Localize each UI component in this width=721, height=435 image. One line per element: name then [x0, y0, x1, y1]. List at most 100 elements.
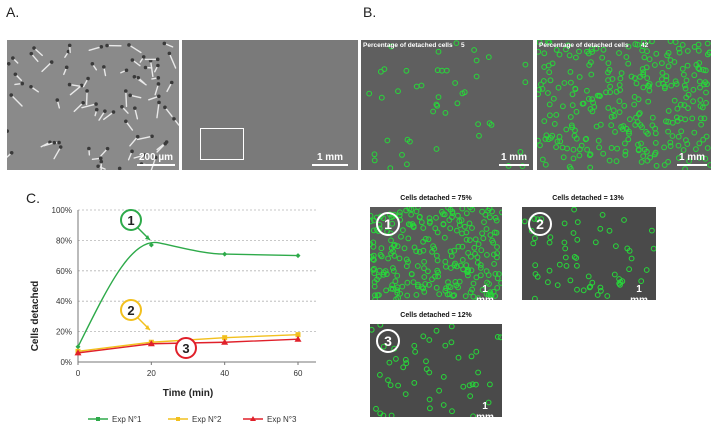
cell-marker: [493, 217, 500, 224]
cell-marker: [394, 272, 401, 279]
cell-marker: [492, 214, 499, 221]
cell-marker: [665, 118, 672, 125]
cell-marker: [483, 226, 490, 232]
cell-marker: [445, 279, 451, 285]
cell-marker: [704, 145, 711, 151]
cell-marker: [617, 281, 623, 288]
cell-marker: [691, 72, 698, 79]
data-point: [222, 335, 228, 341]
cell-nucleus: [153, 155, 158, 160]
cell-marker: [387, 382, 394, 389]
cell-marker: [425, 236, 432, 243]
cell-marker: [696, 140, 703, 147]
cell-marker: [593, 123, 600, 130]
cell-marker: [559, 144, 566, 151]
cell-marker: [475, 241, 482, 247]
cell-marker: [587, 151, 594, 158]
cell-marker: [433, 101, 440, 108]
cell-marker: [606, 66, 613, 73]
cell-marker: [402, 391, 409, 397]
legend-marker: [96, 417, 100, 421]
cell-marker: [479, 208, 485, 215]
micrograph-d1: 1 1 mm: [370, 207, 502, 300]
caption-3: Cells detached = 12%: [400, 312, 472, 319]
cell-marker: [452, 80, 458, 86]
cell-marker: [420, 247, 427, 254]
cell-marker: [433, 146, 440, 152]
series-line-1: [77, 241, 299, 348]
cell-marker: [579, 100, 586, 107]
cell-marker: [705, 51, 711, 58]
x-axis-label: Time (min): [163, 388, 213, 399]
cell-marker: [403, 360, 410, 367]
cell-nucleus: [143, 65, 148, 70]
cell-marker: [439, 67, 445, 74]
legend-label: Exp N°3: [267, 415, 297, 424]
callout-circle-2: [120, 299, 142, 321]
cell-marker: [481, 219, 487, 226]
cell-marker: [633, 80, 640, 87]
cell-marker: [522, 79, 529, 86]
cell-marker: [474, 259, 481, 266]
cell-marker: [643, 129, 649, 135]
cell-marker: [690, 86, 697, 93]
cell-marker: [395, 88, 401, 95]
cell-marker: [547, 112, 553, 119]
cell-marker: [434, 267, 441, 274]
cell-marker: [543, 132, 550, 139]
cell-nucleus: [124, 119, 128, 124]
cell-marker: [484, 252, 490, 258]
cell-marker: [571, 254, 578, 260]
cell-marker: [611, 113, 618, 119]
cell-marker: [464, 269, 471, 276]
cell-marker: [393, 356, 399, 362]
cell-marker: [653, 50, 660, 57]
cell-marker: [491, 251, 497, 258]
cell-marker: [703, 133, 710, 140]
cell-marker: [589, 96, 595, 102]
cell-marker: [468, 253, 474, 260]
cell-nucleus: [67, 43, 72, 48]
cell-marker: [440, 221, 447, 228]
cell-marker: [595, 137, 602, 144]
cell-marker: [574, 286, 580, 293]
cell-marker: [442, 287, 449, 294]
cell-marker: [683, 94, 690, 101]
cell-marker: [448, 253, 455, 259]
cell-marker: [618, 70, 625, 76]
cell-marker: [616, 109, 623, 115]
cell-marker: [640, 69, 647, 76]
cell-marker: [640, 71, 646, 78]
cell-marker: [684, 48, 691, 54]
cell-shape: [168, 52, 177, 69]
cell-marker: [569, 124, 575, 131]
cell-marker: [432, 225, 439, 232]
cell-marker: [611, 271, 618, 278]
cell-marker: [384, 137, 391, 144]
cell-marker: [554, 138, 561, 145]
cell-marker: [459, 230, 465, 237]
cell-marker: [377, 252, 384, 258]
cell-nucleus: [58, 145, 63, 149]
cell-marker: [366, 90, 373, 97]
cell-marker: [471, 47, 477, 53]
cell-shape: [133, 154, 146, 159]
cell-marker: [378, 253, 385, 260]
cell-shape: [103, 111, 115, 121]
cell-marker: [588, 46, 595, 53]
cell-marker: [483, 268, 490, 274]
cell-marker: [638, 140, 644, 147]
image-number-badge: 2: [528, 212, 552, 236]
cell-marker: [422, 281, 429, 287]
cell-marker: [491, 229, 498, 236]
cell-marker: [410, 279, 417, 285]
cell-nucleus: [85, 89, 89, 93]
data-point: [222, 251, 228, 257]
cell-marker: [571, 207, 577, 213]
cell-nucleus: [167, 51, 172, 56]
caption-1: Cells detached = 75%: [400, 195, 472, 202]
cell-marker: [626, 266, 632, 273]
cell-marker: [487, 232, 494, 238]
micrograph-a-left: 200 µm: [7, 40, 179, 170]
cell-marker: [388, 43, 395, 50]
